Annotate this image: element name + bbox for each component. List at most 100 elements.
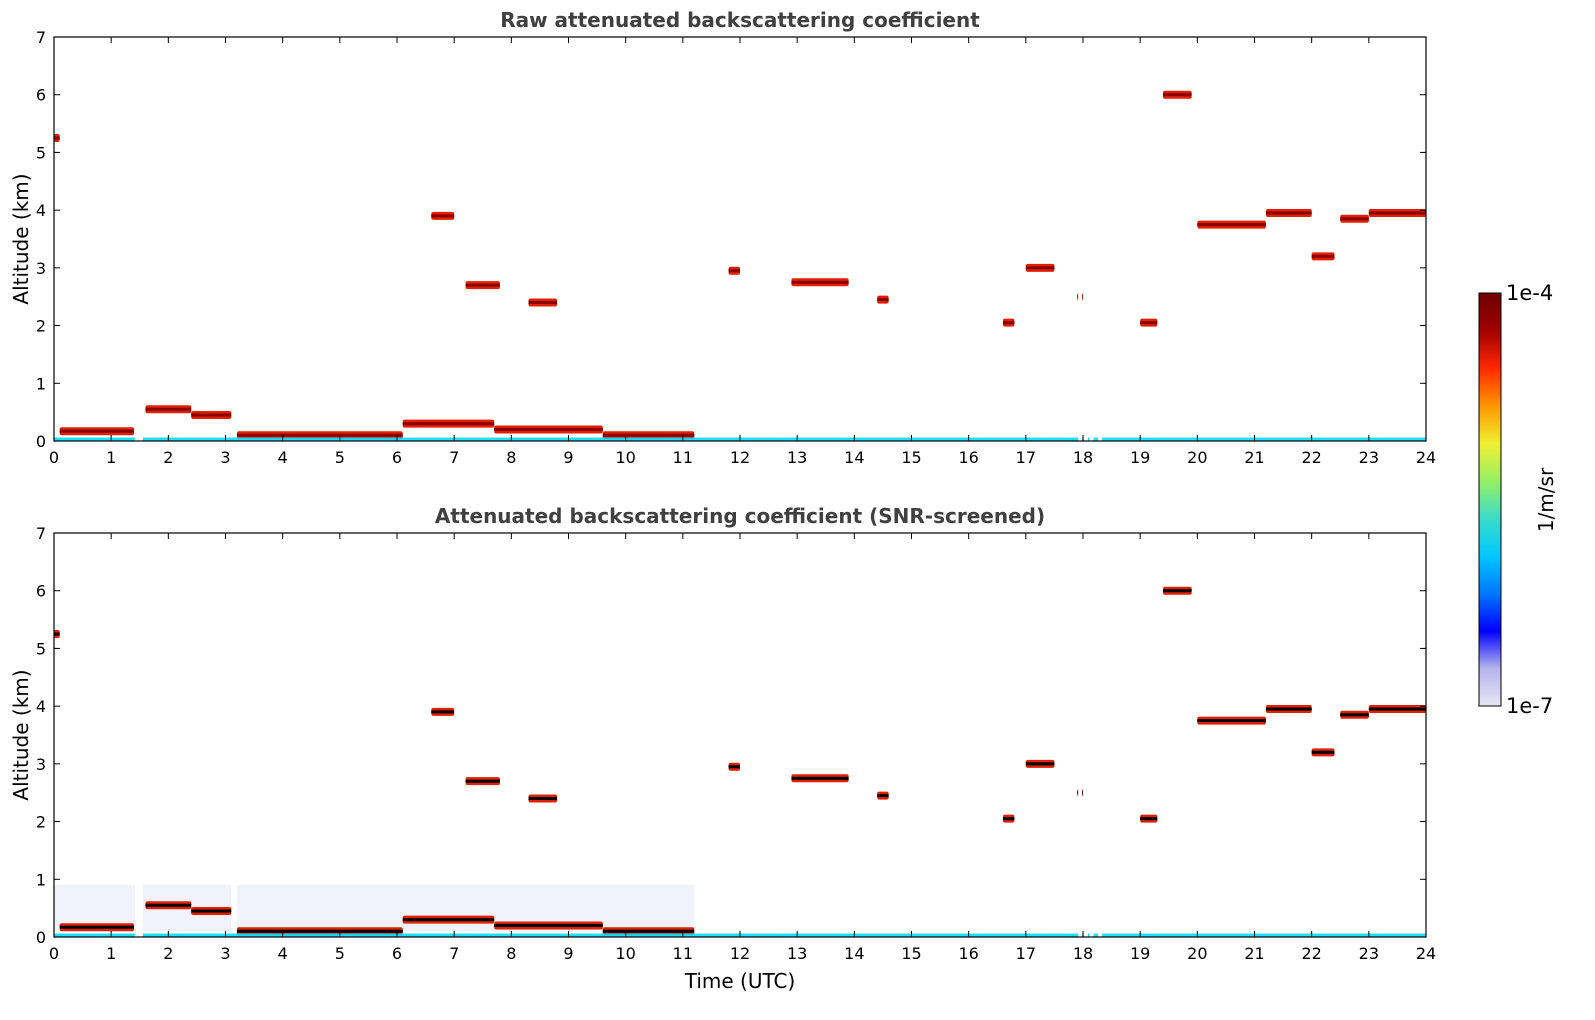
data-gap [1089,533,1094,937]
backscatter-feature-core [494,923,603,927]
backscatter-feature-core [1025,266,1055,270]
heatmap-features [54,533,1426,937]
y-tick-label: 5 [36,639,46,658]
backscatter-feature-core [191,413,232,417]
x-tick-label: 12 [730,448,750,467]
backscatter-feature-core [1197,719,1266,723]
y-tick-label: 4 [36,697,46,716]
x-tick-label: 8 [506,448,516,467]
backscatter-feature-core [59,925,135,929]
colorbar: 1e-4 1e-7 1/m/sr [1478,281,1558,718]
backscatter-feature-core [1340,713,1369,717]
x-tick-label: 5 [335,448,345,467]
backscatter-feature-core [791,776,849,780]
data-gap [1089,37,1094,441]
y-tick-label: 0 [36,928,46,947]
x-tick-label: 6 [392,448,402,467]
x-tick-label: 7 [449,944,459,963]
backscatter-feature-core [602,433,695,437]
backscatter-feature-core [877,794,889,798]
x-tick-label: 12 [730,944,750,963]
axes: 0 1 2 3 4 5 6 7 8 9 10 11 12 13 14 15 16 17 18 19 20 21 22 23 24… [36,28,1436,467]
backscatter-feature-core [728,269,740,273]
backscatter-feature-core [1025,762,1055,766]
x-tick-label: 4 [278,448,288,467]
x-tick-label: 20 [1187,448,1207,467]
x-tick-label: 13 [787,448,807,467]
backscatter-feature-core [145,903,192,907]
x-tick-label: 14 [844,448,864,467]
y-tick-label: 7 [36,524,46,543]
x-tick-label: 24 [1416,448,1436,467]
colorbar-max-label: 1e-4 [1506,281,1553,305]
y-tick-label: 2 [36,317,46,336]
y-tick-label: 6 [36,582,46,601]
axes: 0 1 2 3 4 5 6 7 8 9 10 11 12 13 14 15 16 17 18 19 20 21 22 23 24… [36,524,1436,963]
x-tick-label: 4 [278,944,288,963]
chart-title: Attenuated backscattering coefficient (S… [435,504,1045,528]
backscatter-feature-core [1265,707,1312,711]
y-tick-label: 7 [36,28,46,47]
backscatter-feature-core [1197,223,1266,227]
backscatter-feature-core [1311,750,1335,754]
x-tick-label: 1 [106,944,116,963]
data-gap [1083,533,1088,937]
backscatter-feature-core [1368,707,1426,711]
backscatter-feature-core [602,929,695,933]
x-tick-label: 19 [1130,944,1150,963]
x-tick-label: 23 [1359,448,1379,467]
low-snr-region [236,885,403,932]
heatmap-field [54,533,1426,937]
y-tick-label: 2 [36,813,46,832]
x-tick-label: 0 [49,944,59,963]
x-tick-label: 3 [220,448,230,467]
backscatter-feature-core [528,796,558,800]
data-gap [1078,533,1083,937]
x-tick-label: 15 [901,448,921,467]
x-tick-label: 9 [563,448,573,467]
y-tick-label: 0 [36,432,46,451]
backscatter-feature-core [1163,589,1192,593]
backscatter-feature-core [465,779,500,783]
x-tick-label: 14 [844,944,864,963]
y-tick-label: 4 [36,201,46,220]
y-tick-label: 3 [36,259,46,278]
backscatter-feature-core [465,283,500,287]
x-tick-label: 18 [1073,448,1093,467]
x-tick-label: 21 [1244,448,1264,467]
screened-backscatter-panel: Attenuated backscattering coefficient (S… [9,504,1436,993]
backscatter-feature-core [1311,254,1335,258]
backscatter-feature-core [402,422,495,426]
x-tick-label: 15 [901,944,921,963]
x-axis-label: Time (UTC) [684,969,796,993]
backscatter-feature-core [791,280,849,284]
x-tick-label: 2 [163,944,173,963]
low-snr-region [602,377,695,433]
backscatter-feature-core [877,298,889,302]
chart-title: Raw attenuated backscattering coefficien… [500,8,980,32]
y-axis-label: Altitude (km) [9,173,33,304]
data-gap [1098,533,1103,937]
data-gap [134,37,139,441]
x-tick-label: 22 [1301,944,1321,963]
backscatter-feature-core [431,710,455,714]
x-tick-label: 17 [1016,944,1036,963]
x-tick-label: 0 [49,448,59,467]
backscatter-feature-core [54,632,60,636]
backscatter-feature-core [528,300,558,304]
x-tick-label: 16 [958,944,978,963]
low-snr-region [236,377,403,433]
x-tick-label: 22 [1301,448,1321,467]
y-tick-label: 3 [36,755,46,774]
y-tick-label: 1 [36,374,46,393]
backscatter-feature-core [1140,321,1158,325]
backscatter-feature-core [1002,817,1015,821]
x-tick-label: 21 [1244,944,1264,963]
x-tick-label: 11 [673,944,693,963]
data-gap [138,37,143,441]
backscatter-feature-core [494,427,603,431]
backscatter-feature-core [1002,321,1015,325]
heatmap-field [54,37,1426,441]
x-tick-label: 2 [163,448,173,467]
